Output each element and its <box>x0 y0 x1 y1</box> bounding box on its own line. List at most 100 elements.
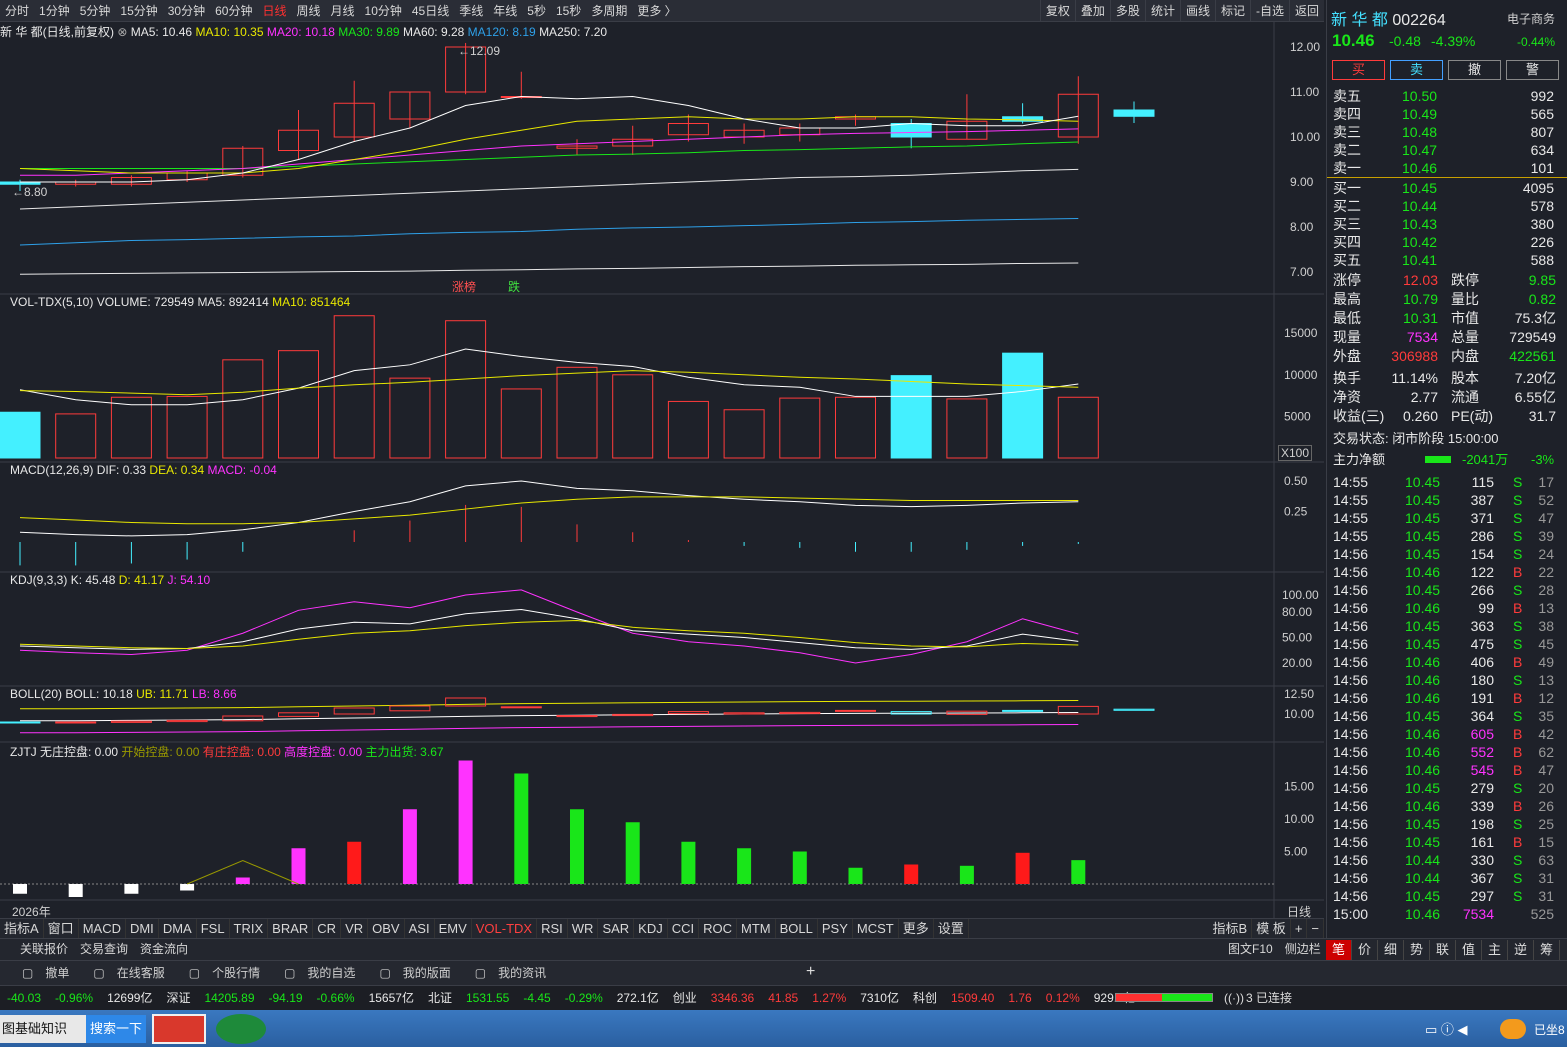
indicator-tab[interactable]: CCI <box>668 919 700 938</box>
period-tab[interactable]: 年线 <box>493 4 518 18</box>
indicator-tab[interactable]: WR <box>568 919 599 938</box>
period-tab[interactable]: 日线 <box>262 4 287 18</box>
tick-time: 14:56 <box>1333 654 1369 670</box>
right-tab[interactable]: 主 <box>1482 940 1508 960</box>
tool-button[interactable]: 叠加 <box>1074 0 1110 22</box>
add-icon[interactable]: + <box>806 963 816 980</box>
tool-button[interactable]: -自选 <box>1249 0 1289 22</box>
indicator-tab[interactable]: TRIX <box>230 919 269 938</box>
action-button[interactable]: ▢ 我的版面 <box>367 961 462 985</box>
period-tab[interactable]: 1分钟 <box>39 4 70 18</box>
action-button[interactable]: ▢ 个股行情 <box>177 961 272 985</box>
indicator-tab[interactable]: PSY <box>818 919 853 938</box>
taskbar-item-text[interactable]: 图基础知识 <box>0 1015 86 1043</box>
volume-bar <box>166 395 208 459</box>
indicator-tab[interactable]: VOL-TDX <box>472 919 538 938</box>
alert-button[interactable]: 警 <box>1506 60 1559 80</box>
sell-button[interactable]: 卖 <box>1390 60 1443 80</box>
indicator-tab[interactable]: DMI <box>126 919 159 938</box>
period-tab[interactable]: 分时 <box>5 4 30 18</box>
period-tab[interactable]: 5秒 <box>527 4 546 18</box>
action-button[interactable]: ▢ 我的自选 <box>272 961 367 985</box>
period-tab[interactable]: 45日线 <box>411 4 450 18</box>
bottom-right-button[interactable]: 图文F10 <box>1228 942 1273 956</box>
indicator-tab[interactable]: OBV <box>368 919 405 938</box>
indicator-tab[interactable]: MTM <box>737 919 776 938</box>
indicator-tab[interactable]: ROC <box>699 919 738 938</box>
indicator-tab[interactable]: 更多 <box>899 919 934 938</box>
period-tab[interactable]: 周线 <box>296 4 321 18</box>
indicator-tab[interactable]: DMA <box>159 919 197 938</box>
tick-count: 31 <box>1538 870 1554 886</box>
action-button[interactable]: ▢ 在线客服 <box>81 961 176 985</box>
tool-button[interactable]: 统计 <box>1144 0 1180 22</box>
period-tab[interactable]: 月线 <box>330 4 355 18</box>
indicator-tab[interactable]: VR <box>341 919 369 938</box>
tray-app-icon[interactable] <box>1500 1019 1526 1039</box>
indicator-tab[interactable]: EMV <box>435 919 472 938</box>
tool-button[interactable]: 标记 <box>1214 0 1250 22</box>
indicator-tab[interactable]: RSI <box>537 919 568 938</box>
period-tab[interactable]: 15分钟 <box>120 4 158 18</box>
indicator-tab[interactable]: CR <box>313 919 342 938</box>
right-tab[interactable]: 笔 <box>1326 940 1352 960</box>
indicator-right-button[interactable]: 模 板 <box>1252 919 1291 938</box>
right-tab[interactable]: 逆 <box>1508 940 1534 960</box>
right-tab[interactable]: 价 <box>1352 940 1378 960</box>
bottom-tab[interactable]: 关联报价 <box>20 942 69 956</box>
action-button[interactable]: ▢ 撤单 <box>10 961 81 985</box>
indicator-right-button[interactable]: + <box>1291 919 1308 938</box>
indicator-right-button[interactable]: 指标B <box>1209 919 1253 938</box>
right-tab[interactable]: 筹 <box>1534 940 1560 960</box>
indicator-tab[interactable]: SAR <box>598 919 635 938</box>
buy-button[interactable]: 买 <box>1332 60 1385 80</box>
period-tab[interactable]: 季线 <box>459 4 484 18</box>
level-price: 10.47 <box>1402 142 1438 158</box>
indicator-tab[interactable]: FSL <box>197 919 230 938</box>
bottom-right-button[interactable]: 侧边栏 <box>1284 942 1321 956</box>
tool-button[interactable]: 复权 <box>1039 0 1075 22</box>
bottom-tab[interactable]: 交易查询 <box>80 942 129 956</box>
tick-row: 14:56 10.45 198 S 25 <box>1327 815 1567 833</box>
period-tab[interactable]: 多周期 <box>591 4 628 18</box>
indicator-tab[interactable]: KDJ <box>634 919 668 938</box>
tick-volume: 99 <box>1478 600 1494 616</box>
indicator-tab[interactable]: ASI <box>405 919 435 938</box>
right-tab[interactable]: 值 <box>1456 940 1482 960</box>
period-tab[interactable]: 10分钟 <box>364 4 402 18</box>
sector-name[interactable]: 电子商务 <box>1507 12 1556 26</box>
action-button[interactable]: ▢ 我的资讯 <box>463 961 558 985</box>
search-button[interactable]: 搜索一下 <box>86 1015 146 1043</box>
tool-button[interactable]: 返回 <box>1288 0 1324 22</box>
right-tab[interactable]: 细 <box>1378 940 1404 960</box>
bottom-tab[interactable]: 资金流向 <box>140 942 189 956</box>
tick-count: 13 <box>1538 600 1554 616</box>
tool-button[interactable]: 多股 <box>1109 0 1145 22</box>
indicator-tab[interactable]: BOLL <box>776 919 818 938</box>
period-tab[interactable]: 60分钟 <box>215 4 253 18</box>
tool-button[interactable]: 画线 <box>1179 0 1215 22</box>
app-icon[interactable] <box>152 1014 206 1044</box>
stat-label: 股本 <box>1451 370 1479 386</box>
indicator-tab[interactable]: BRAR <box>268 919 314 938</box>
indicator-tab[interactable]: 指标A <box>0 919 44 938</box>
indicator-tab[interactable]: 窗口 <box>44 919 79 938</box>
cancel-button[interactable]: 撤 <box>1448 60 1501 80</box>
right-tab[interactable]: 势 <box>1404 940 1430 960</box>
boll-candle <box>278 712 319 717</box>
chart-area[interactable]: 12.00 11.00 10.00 9.00 8.00 7.00 15000 10000 500… <box>0 22 1324 919</box>
indicator-tab[interactable]: MACD <box>79 919 126 938</box>
tick-direction: S <box>1513 672 1523 688</box>
period-tab[interactable]: 15秒 <box>555 4 582 18</box>
period-tab[interactable]: 更多 〉 <box>637 4 677 18</box>
tag-rise: 涨榜 <box>452 280 477 294</box>
ai-app-icon[interactable] <box>216 1014 266 1044</box>
period-tab[interactable]: 30分钟 <box>167 4 206 18</box>
chart-svg[interactable]: 12.00 11.00 10.00 9.00 8.00 7.00 15000 10000 500… <box>0 22 1324 918</box>
indicator-tab[interactable]: MCST <box>853 919 899 938</box>
right-tab[interactable]: 联 <box>1430 940 1456 960</box>
period-tab[interactable]: 5分钟 <box>79 4 111 18</box>
indicator-tab[interactable]: 设置 <box>934 919 969 938</box>
indicator-right-button[interactable]: − <box>1307 919 1324 938</box>
tray-icons[interactable]: ▭ ⓘ ◀ <box>1425 1022 1468 1037</box>
